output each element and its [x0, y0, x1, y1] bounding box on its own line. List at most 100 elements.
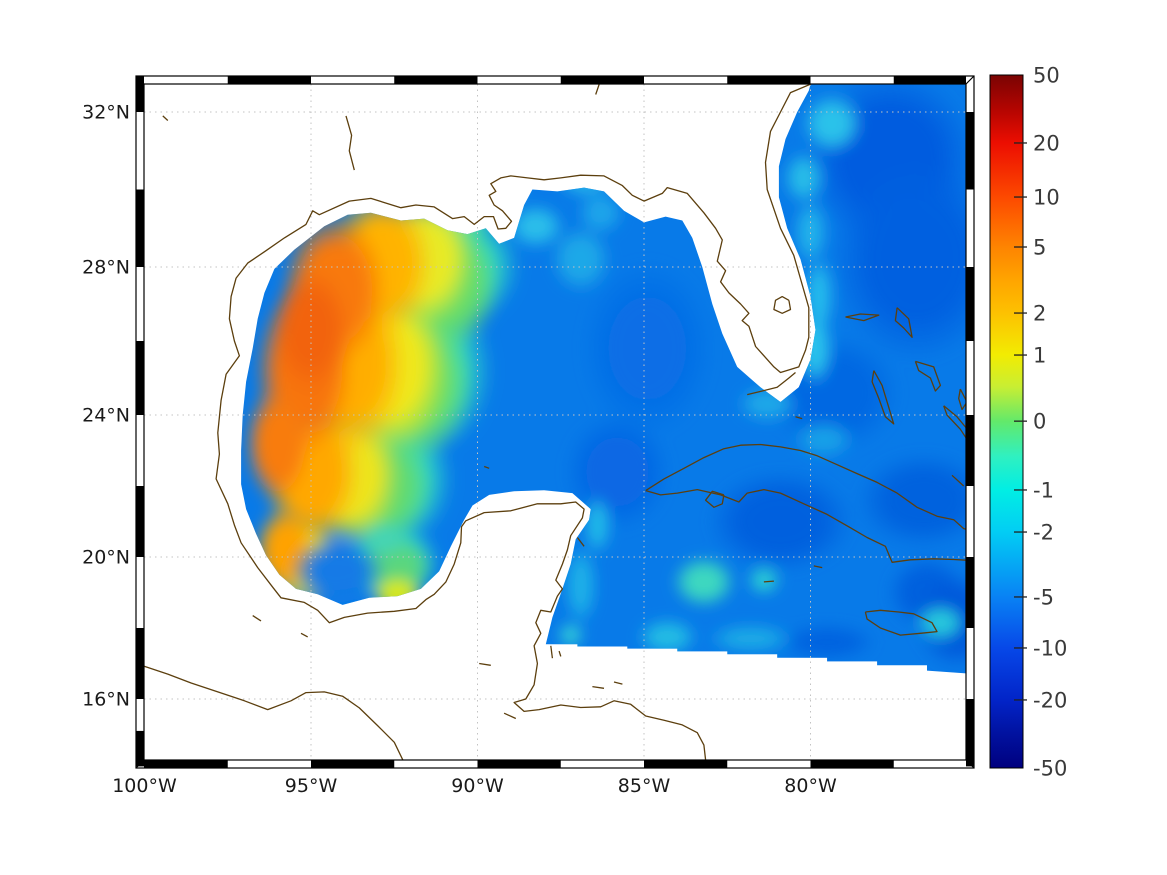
ocean-field-blobs: [244, 84, 966, 670]
colorbar-label--1: -1: [1033, 478, 1054, 502]
zebra-segment: [136, 628, 144, 699]
field-blob: [793, 198, 828, 266]
zebra-segment: [893, 76, 966, 84]
zebra-segment: [810, 760, 894, 768]
coastline-exuma-long-island: [943, 405, 966, 440]
colorbar-label-50: 50: [1033, 64, 1060, 88]
frame-corner-mitre: [135, 759, 145, 769]
coastline-cuba: [645, 443, 966, 563]
lat-label-24n: 24°N: [82, 405, 130, 427]
field-blob: [707, 623, 794, 654]
field-blob: [580, 259, 714, 438]
coastline-guanaja: [613, 681, 623, 685]
colorbar-label-1: 1: [1033, 344, 1046, 368]
zebra-segment: [966, 267, 974, 341]
field-blob: [777, 623, 877, 661]
zebra-segment: [311, 760, 395, 768]
lat-label-32n: 32°N: [82, 102, 130, 124]
field-blob: [915, 604, 966, 642]
lat-label-20n: 20°N: [82, 547, 130, 569]
coastline-mainland: [215, 84, 813, 760]
field-blob: [244, 384, 311, 503]
colorbar-label--20: -20: [1033, 688, 1067, 712]
zebra-segment: [136, 486, 144, 557]
colorbar-label-20: 20: [1033, 131, 1060, 155]
field-blob: [830, 155, 966, 363]
colorbar-label-10: 10: [1033, 186, 1060, 210]
field-blob: [507, 204, 565, 249]
coastline-cayman-brac: [813, 565, 823, 569]
zebra-segment: [394, 76, 478, 84]
coastline-roatan: [592, 685, 605, 689]
zebra-segment: [966, 699, 974, 767]
field-blob: [793, 421, 854, 459]
zebra-segment: [644, 760, 728, 768]
coastline-cozumel: [576, 537, 585, 547]
coastline-miguel-aleman-lake: [252, 615, 262, 622]
zebra-segment: [136, 730, 144, 767]
zebra-segment: [136, 189, 144, 267]
coastlines: [144, 84, 966, 760]
field-blob: [289, 536, 386, 607]
coastline-tehuantepec-lagoon: [300, 632, 309, 638]
field-blob: [584, 495, 611, 555]
lon-label-80w: 80°W: [784, 775, 837, 797]
coastline-belize-cayes: [550, 645, 554, 659]
lat-label-28n: 28°N: [82, 257, 130, 279]
coastline-grand-bahama: [845, 313, 880, 322]
zebra-segment: [966, 112, 974, 190]
coastline-pacific-coast: [144, 665, 404, 760]
frame-inner-outline: [143, 83, 967, 761]
field-blob: [550, 225, 611, 293]
colorbar-label--2: -2: [1033, 521, 1054, 545]
field-blob: [637, 618, 698, 656]
lat-label-16n: 16°N: [82, 689, 130, 711]
colorbar-label-2: 2: [1033, 302, 1046, 326]
coastline-andros: [871, 370, 895, 425]
map-frame: [135, 75, 975, 769]
frame-corner-mitre: [965, 75, 975, 85]
coastline-grand-cayman: [763, 580, 774, 583]
field-blob: [577, 190, 624, 235]
field-blob: [857, 452, 966, 549]
coastline-florida-keys: [747, 372, 796, 396]
lon-label-85w: 85°W: [618, 775, 671, 797]
coastline-isla-juventud: [704, 490, 725, 508]
zebra-segment: [136, 76, 144, 112]
coastline-lake-izabal: [503, 712, 517, 720]
colorbar-label-0: 0: [1033, 410, 1046, 434]
lon-label-90w: 90°W: [451, 775, 504, 797]
lon-label-100w: 100°W: [112, 775, 177, 797]
zebra-segment: [966, 415, 974, 486]
field-blob: [271, 267, 351, 393]
field-blob: [707, 469, 854, 574]
frame-corner-mitre: [965, 759, 975, 769]
lon-label-95w: 95°W: [285, 775, 338, 797]
frame-corner-mitre: [135, 75, 145, 85]
coastline-texas-lake: [162, 115, 169, 121]
coastline-alacranes-reef: [483, 465, 490, 469]
coastline-abaco: [894, 307, 913, 338]
frame-outer-outline: [135, 75, 975, 769]
zebra-segment: [727, 76, 811, 84]
field-blob: [783, 152, 824, 204]
coastline-peten-lake: [479, 662, 491, 666]
zebra-segment: [966, 557, 974, 628]
field-blob: [672, 556, 736, 608]
zebra-segment: [560, 76, 644, 84]
zebra-segment: [144, 760, 228, 768]
field-blob: [747, 565, 781, 595]
axis-labels: 32°N 28°N 24°N 20°N 16°N 100°W 95°W 90°W 85°W 80°…: [82, 102, 837, 798]
coastline-eleuthera: [914, 360, 942, 392]
zebra-segment: [227, 76, 311, 84]
zebra-segment: [477, 760, 561, 768]
coastline-jamaica: [864, 609, 938, 636]
coastline-alabama-river: [595, 84, 600, 95]
colorbar-label--10: -10: [1033, 636, 1067, 660]
field-blob: [564, 544, 598, 627]
zebra-segment: [136, 341, 144, 415]
coastline-sabine-river: [345, 115, 355, 171]
